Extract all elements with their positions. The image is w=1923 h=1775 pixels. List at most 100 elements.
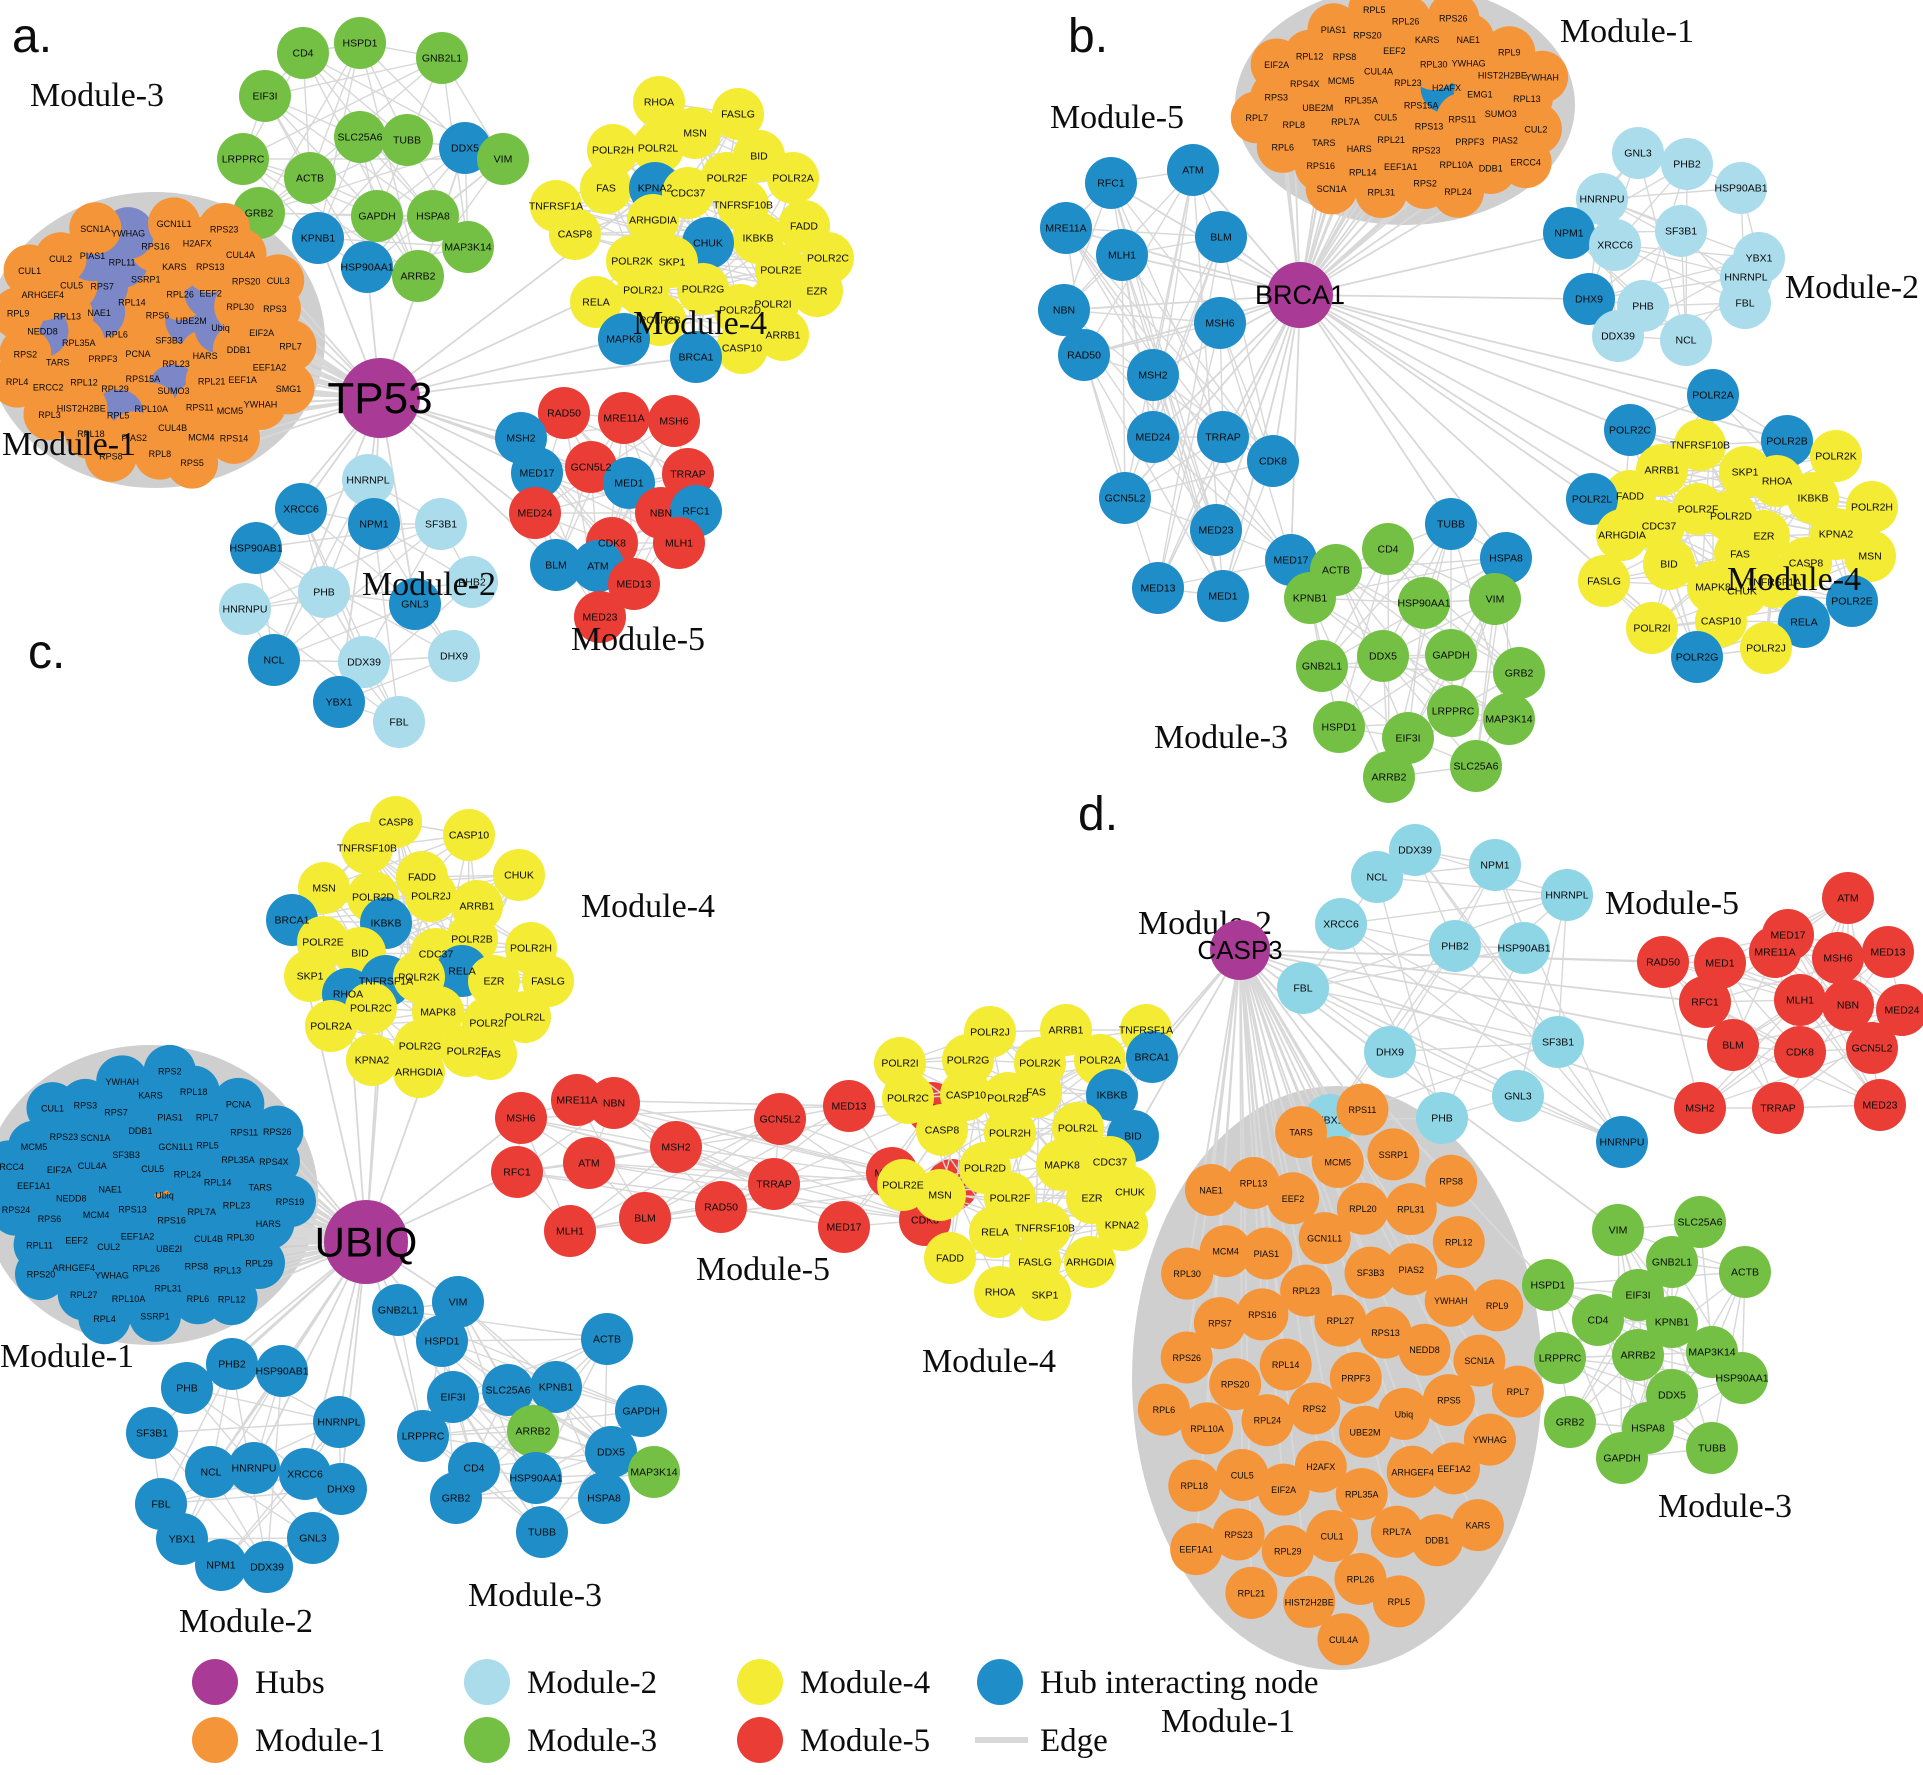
node-RPL9	[1471, 1279, 1524, 1332]
legend-label-Module-5: Module-5	[800, 1723, 930, 1759]
edge	[1121, 254, 1126, 499]
node-EEF1A2	[1427, 1442, 1480, 1495]
node-MAP3K14	[1483, 693, 1535, 745]
node-RPL20	[1336, 1182, 1389, 1235]
node-ARRB2	[1612, 1329, 1664, 1381]
node-HSP90AB1	[1498, 922, 1550, 974]
edge	[1239, 949, 1734, 1046]
node-NBN	[1038, 284, 1090, 336]
node-ERCC4	[1499, 136, 1552, 189]
node-POLR2G	[1671, 631, 1723, 683]
module-label-c-Module-2: Module-2	[179, 1603, 313, 1640]
node-RPS19	[263, 1175, 316, 1228]
node-Ubiq	[1377, 1387, 1430, 1440]
node-YWHAG	[1463, 1413, 1516, 1466]
node-FBL	[1277, 962, 1329, 1014]
node-MAP3K14	[628, 1446, 680, 1498]
panel-letter-b: b.	[1068, 10, 1108, 63]
node-HSP90AB1	[256, 1345, 308, 1397]
node-FASLG	[1578, 555, 1630, 607]
edge	[258, 147, 466, 214]
node-MSN	[1844, 530, 1896, 582]
node-MED23	[574, 591, 626, 643]
edge	[1302, 947, 1525, 989]
node-BRCA1	[1126, 1031, 1178, 1083]
node-RPL23	[1280, 1264, 1333, 1317]
node-ACTB	[581, 1313, 633, 1365]
hub-node-UBIQ	[324, 1200, 408, 1284]
node-PHB	[298, 566, 350, 618]
node-HSP90AA1	[1398, 577, 1450, 629]
node-TRRAP	[748, 1158, 800, 1210]
node-POLR2A	[1687, 369, 1739, 421]
node-CUL3	[252, 254, 305, 307]
node-RPL10A	[1181, 1402, 1234, 1455]
node-MED23	[1190, 504, 1242, 556]
node-HSPD1	[416, 1315, 468, 1367]
node-MSN	[298, 862, 350, 914]
node-GRB2	[430, 1472, 482, 1524]
node-MLH1	[1096, 229, 1148, 281]
node-ATM	[1822, 872, 1874, 924]
hub-label-UBIQ: UBIQ	[315, 1218, 418, 1265]
node-ARHGDIA	[1596, 509, 1648, 561]
node-GAPDH	[351, 190, 403, 242]
node-ARRB2	[392, 250, 444, 302]
node-SSRP1	[1367, 1128, 1420, 1181]
node-MLH1	[653, 517, 705, 569]
node-RPL21	[1225, 1566, 1278, 1619]
node-PIAS1	[1307, 3, 1360, 56]
node-RPL5	[1372, 1575, 1425, 1628]
edge	[1121, 254, 1274, 462]
node-RPL29	[1261, 1525, 1314, 1578]
module-label-a-Module-3: Module-3	[30, 77, 164, 114]
node-POLR2H	[1846, 481, 1898, 533]
node-CASP8	[916, 1104, 968, 1156]
node-GNB2L1	[416, 32, 468, 84]
node-KPNA2	[346, 1034, 398, 1086]
node-GNL3	[389, 578, 441, 630]
node-CASP10	[443, 809, 495, 861]
edge	[520, 1117, 926, 1221]
edge	[1239, 949, 1414, 1473]
node-RPS26	[1160, 1331, 1213, 1384]
edge	[1494, 864, 1623, 1143]
node-RPS5	[1422, 1374, 1475, 1427]
node-UBE2M	[1339, 1405, 1392, 1458]
node-MAPK8	[1036, 1139, 1088, 1191]
node-HSP90AA1	[1716, 1352, 1768, 1404]
legend-swatch-Hub interacting node	[977, 1659, 1023, 1705]
node-ARHGDIA	[1064, 1236, 1116, 1288]
edge	[1335, 557, 1507, 571]
node-GNB2L1	[1296, 640, 1348, 692]
node-POLR2C	[882, 1072, 934, 1124]
edge	[1124, 294, 1301, 499]
node-ATM	[1167, 144, 1219, 196]
edge	[1387, 548, 1520, 674]
node-SMG1	[262, 362, 315, 415]
module-label-a-Module-4: Module-4	[633, 305, 767, 342]
node-RPS8	[84, 429, 137, 482]
edge	[1210, 949, 1241, 1191]
node-ACTB	[1719, 1246, 1771, 1298]
legend-swatch-Module-4	[737, 1659, 783, 1705]
node-LRPPRC	[1534, 1332, 1586, 1384]
node-NCL	[1351, 851, 1403, 903]
node-RPL3	[23, 388, 76, 441]
node-GNL3	[1492, 1070, 1544, 1122]
edge	[1517, 894, 1568, 1097]
node-ARRB2	[1363, 751, 1415, 803]
node-POLR2A	[305, 1000, 357, 1052]
node-FASLG	[712, 88, 764, 140]
node-TNFRSF10B	[341, 822, 393, 874]
node-TRRAP	[1197, 411, 1249, 463]
module-label-a-Module-5: Module-5	[571, 621, 705, 658]
node-PRPF3	[1329, 1352, 1382, 1404]
node-DHX9	[428, 630, 480, 682]
node-GCN5L2	[754, 1093, 806, 1145]
module-label-d-Module-5: Module-5	[1605, 885, 1739, 922]
node-EIF2A	[1257, 1463, 1310, 1516]
node-RAD50	[538, 387, 590, 439]
